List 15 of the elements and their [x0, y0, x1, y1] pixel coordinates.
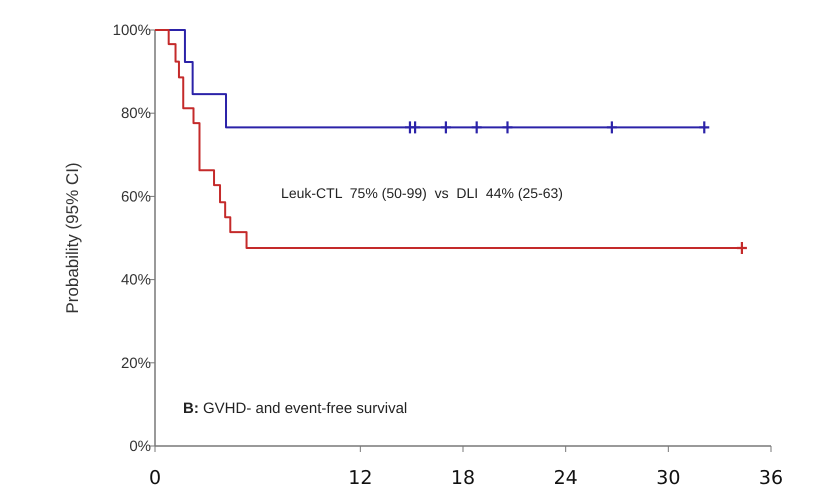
y-tick-label: 0%: [129, 438, 151, 455]
annotation: B: GVHD- and event-free survival: [183, 400, 408, 417]
x-tick-label: 24: [554, 467, 578, 489]
x-tick-label: 36: [758, 467, 784, 489]
x-tick-label: 18: [450, 467, 476, 489]
x-tick-label: 0: [148, 467, 162, 489]
x-tick-label: 12: [348, 467, 372, 489]
y-tick-label: 60%: [120, 188, 151, 206]
y-tick-label: 40%: [120, 272, 151, 289]
annotation: Leuk-CTL 75% (50-99) vs DLI 44% (25-63): [281, 185, 563, 201]
y-axis-title: Probability (95% CI): [63, 162, 82, 314]
y-tick-label: 20%: [120, 354, 151, 372]
y-tick-label: 80%: [120, 105, 151, 122]
x-tick-label: 30: [656, 467, 680, 489]
y-tick-label: 100%: [112, 22, 151, 39]
